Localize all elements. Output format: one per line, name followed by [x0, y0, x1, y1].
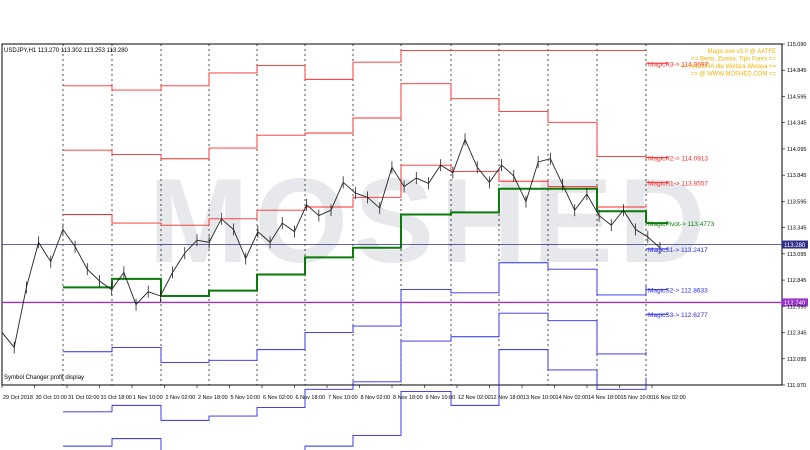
x-tick-label-4: 1 Nov 10:00: [133, 395, 163, 401]
y-tick-label-2: 114.595: [787, 94, 806, 100]
x-tick-label-5: 2 Nov 02:00: [166, 395, 196, 401]
series-MagicS3: [63, 349, 647, 450]
y-tick-label-10: 112.595: [787, 304, 806, 310]
x-tick-label-9: 6 Nov 18:00: [296, 395, 326, 401]
x-tick-label-6: 2 Nov 18:00: [198, 395, 228, 401]
x-tick-label-10: 7 Nov 10:00: [328, 395, 358, 401]
level-label-6: MagicS3-> 112.6277: [648, 312, 708, 319]
level-label-4: MagicS1-> 113.2417: [648, 247, 708, 254]
symbol-header: USDJPY,H1 113.270 113.302 113.253 113.28…: [4, 48, 129, 54]
y-tick-label-6: 113.595: [787, 199, 806, 205]
y-tick-label-12: 112.095: [787, 357, 806, 363]
series-MagicS2: [63, 312, 647, 421]
x-tick-label-3: 31 Oct 18:00: [101, 395, 133, 401]
x-tick-label-14: 12 Nov 02:00: [458, 395, 491, 401]
x-tick-label-17: 14 Nov 02:00: [556, 395, 589, 401]
price-tag-box-0: [782, 240, 808, 249]
x-tick-label-12: 8 Nov 18:00: [393, 395, 423, 401]
x-tick-label-11: 8 Nov 02:00: [361, 395, 391, 401]
x-tick-label-7: 5 Nov 10:00: [231, 395, 261, 401]
x-tick-label-1: 30 Oct 10:00: [36, 395, 68, 401]
level-label-5: MagicS2-> 112.8633: [648, 288, 708, 295]
series-MagicR3: [63, 49, 646, 91]
y-tick-label-4: 114.095: [787, 147, 806, 153]
footer-note: Symbol Changer profit display: [4, 375, 84, 381]
x-tick-label-13: 9 Nov 10:00: [426, 395, 456, 401]
x-tick-label-16: 13 Nov 10:00: [523, 395, 556, 401]
watermark-text: MOSHED: [149, 154, 712, 288]
x-tick-label-8: 6 Nov 02:00: [263, 395, 293, 401]
info-line-1: <= Berto, Zoosia, Tipo Forex <=: [691, 57, 776, 63]
series-MagicPivot: [63, 187, 647, 297]
y-tick-label-13: 111.970: [787, 383, 806, 389]
y-tick-label-9: 112.845: [787, 278, 806, 284]
price-tag-1: 112.740: [784, 301, 806, 307]
info-line-3: => @ WWW.MOSHED.COM <=: [691, 72, 777, 78]
y-tick-label-3: 114.345: [787, 121, 806, 127]
y-tick-label-1: 114.845: [787, 68, 806, 74]
price-tag-box-1: [782, 298, 808, 307]
y-tick-label-5: 113.845: [787, 173, 806, 179]
level-label-1: MagicR2-> 114.0913: [648, 156, 708, 163]
level-label-2: MagicR1-> 113.8557: [648, 180, 708, 187]
series-MagicR2: [63, 83, 647, 160]
y-tick-label-8: 113.095: [787, 252, 806, 258]
x-tick-label-19: 15 Nov 10:00: [621, 395, 654, 401]
price-tag-0: 113.280: [784, 243, 806, 249]
info-line-2: => ANCURA dla Wiktora Wolasa <=: [681, 64, 777, 70]
info-line-0: Magic.exe v3.0 @ AATFE: [708, 49, 776, 55]
x-tick-label-0: 29 Oct 2018: [3, 395, 33, 401]
x-tick-label-15: 12 Nov 18:00: [491, 395, 524, 401]
level-label-3: MagicPivot-> 113.4773: [648, 221, 715, 228]
level-label-0: MagicR3-> 114.9697: [648, 61, 708, 68]
x-tick-label-20: 16 Nov 02:00: [653, 395, 686, 401]
y-tick-label-7: 113.345: [787, 226, 806, 232]
x-tick-label-2: 31 Oct 02:00: [68, 395, 100, 401]
plot-area: [1, 43, 783, 386]
y-tick-label-11: 112.345: [787, 331, 806, 337]
y-tick-label-0: 115.090: [787, 42, 806, 48]
series-MagicS1: [63, 262, 647, 363]
series-MagicR1: [63, 164, 647, 226]
x-tick-label-18: 14 Nov 18:00: [588, 395, 621, 401]
